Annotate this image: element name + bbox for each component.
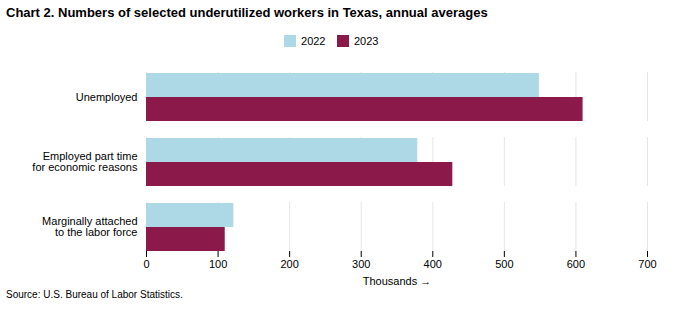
html-text:2023: 2023 xyxy=(354,34,379,47)
svg-text:600: 600 xyxy=(567,258,585,270)
svg-text:200: 200 xyxy=(280,258,298,270)
svg-text:100: 100 xyxy=(209,258,227,270)
svg-text:Unemployed: Unemployed xyxy=(76,90,138,102)
svg-text:0: 0 xyxy=(143,258,149,270)
html-text:Source: U.S. Bureau of Labor S: Source: U.S. Bureau of Labor Statistics. xyxy=(6,288,183,300)
svg-text:500: 500 xyxy=(495,258,513,270)
svg-text:Thousands →: Thousands → xyxy=(363,274,431,286)
svg-text:Marginally attachedto the labo: Marginally attachedto the labor force xyxy=(42,215,137,238)
svg-text:Employed part timefor economic: Employed part timefor economic reasons xyxy=(32,150,138,173)
html-text:2022: 2022 xyxy=(301,34,326,47)
svg-text:300: 300 xyxy=(352,258,370,270)
html-text:Chart 2. Numbers of selected u: Chart 2. Numbers of selected underutiliz… xyxy=(6,5,488,20)
svg-text:700: 700 xyxy=(638,258,656,270)
svg-text:400: 400 xyxy=(424,258,442,270)
